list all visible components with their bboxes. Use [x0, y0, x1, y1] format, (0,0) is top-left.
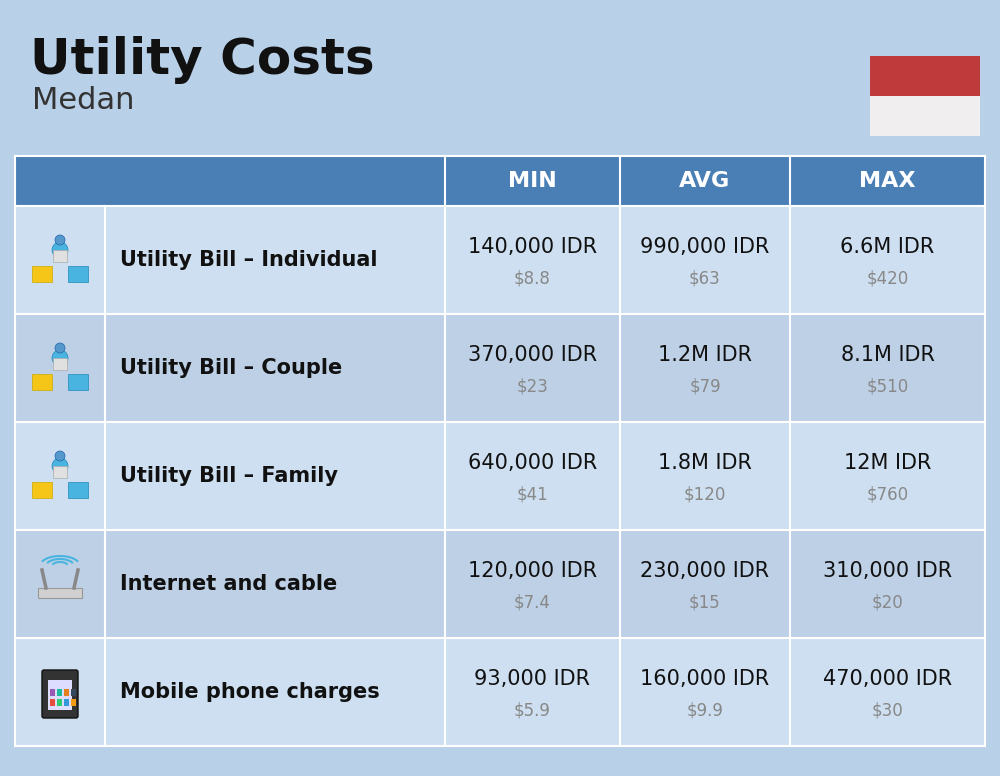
Text: 93,000 IDR: 93,000 IDR [475, 669, 590, 689]
Text: Internet and cable: Internet and cable [120, 574, 337, 594]
Bar [38, 588, 82, 598]
Text: $8.8: $8.8 [514, 269, 551, 287]
Text: $63: $63 [689, 269, 721, 287]
Text: 470,000 IDR: 470,000 IDR [823, 669, 952, 689]
Text: $41: $41 [517, 485, 548, 503]
Text: $23: $23 [517, 377, 548, 395]
Bar [15, 530, 985, 638]
Text: 230,000 IDR: 230,000 IDR [640, 561, 770, 581]
Text: MIN: MIN [508, 171, 557, 191]
Text: $420: $420 [866, 269, 909, 287]
Bar [15, 206, 985, 314]
Text: Utility Bill – Family: Utility Bill – Family [120, 466, 338, 486]
Text: Utility Bill – Individual: Utility Bill – Individual [120, 250, 378, 270]
Text: Utility Costs: Utility Costs [30, 36, 375, 84]
Text: $510: $510 [866, 377, 909, 395]
Bar [15, 638, 985, 746]
Text: Utility Bill – Couple: Utility Bill – Couple [120, 358, 342, 378]
Text: 370,000 IDR: 370,000 IDR [468, 345, 597, 365]
Circle shape [55, 235, 65, 245]
Text: 1.8M IDR: 1.8M IDR [658, 453, 752, 473]
Text: AVG: AVG [679, 171, 731, 191]
Text: $79: $79 [689, 377, 721, 395]
Text: 1.2M IDR: 1.2M IDR [658, 345, 752, 365]
Bar [57, 689, 62, 696]
Text: 160,000 IDR: 160,000 IDR [640, 669, 770, 689]
Text: $15: $15 [689, 593, 721, 611]
Text: 310,000 IDR: 310,000 IDR [823, 561, 952, 581]
Bar [53, 250, 67, 262]
Text: MAX: MAX [859, 171, 916, 191]
Bar [870, 56, 980, 96]
FancyBboxPatch shape [42, 670, 78, 718]
Text: $9.9: $9.9 [687, 701, 723, 719]
Text: $20: $20 [872, 593, 903, 611]
Bar [50, 689, 55, 696]
Bar [68, 266, 88, 282]
Circle shape [55, 451, 65, 461]
Bar [64, 689, 69, 696]
Text: $760: $760 [866, 485, 909, 503]
Circle shape [55, 343, 65, 353]
Text: Medan: Medan [32, 86, 134, 115]
Bar [68, 482, 88, 498]
Bar [48, 680, 72, 710]
Text: 8.1M IDR: 8.1M IDR [841, 345, 934, 365]
Bar [15, 314, 985, 422]
Text: Mobile phone charges: Mobile phone charges [120, 682, 380, 702]
Bar [71, 689, 76, 696]
Circle shape [52, 350, 68, 366]
Text: 140,000 IDR: 140,000 IDR [468, 237, 597, 257]
Bar [53, 358, 67, 370]
Text: $120: $120 [684, 485, 726, 503]
Text: 640,000 IDR: 640,000 IDR [468, 453, 597, 473]
Bar [53, 466, 67, 478]
Circle shape [52, 458, 68, 474]
Bar [32, 266, 52, 282]
Bar [50, 699, 55, 706]
Bar [32, 374, 52, 390]
Text: 6.6M IDR: 6.6M IDR [840, 237, 935, 257]
Text: 990,000 IDR: 990,000 IDR [640, 237, 770, 257]
Bar [68, 374, 88, 390]
Bar [15, 156, 985, 206]
Bar [870, 96, 980, 136]
Text: 12M IDR: 12M IDR [844, 453, 931, 473]
Bar [15, 422, 985, 530]
Text: $30: $30 [872, 701, 903, 719]
Text: $5.9: $5.9 [514, 701, 551, 719]
Bar [71, 699, 76, 706]
Text: 120,000 IDR: 120,000 IDR [468, 561, 597, 581]
Bar [32, 482, 52, 498]
Bar [64, 699, 69, 706]
Text: $7.4: $7.4 [514, 593, 551, 611]
Bar [57, 699, 62, 706]
Circle shape [52, 242, 68, 258]
